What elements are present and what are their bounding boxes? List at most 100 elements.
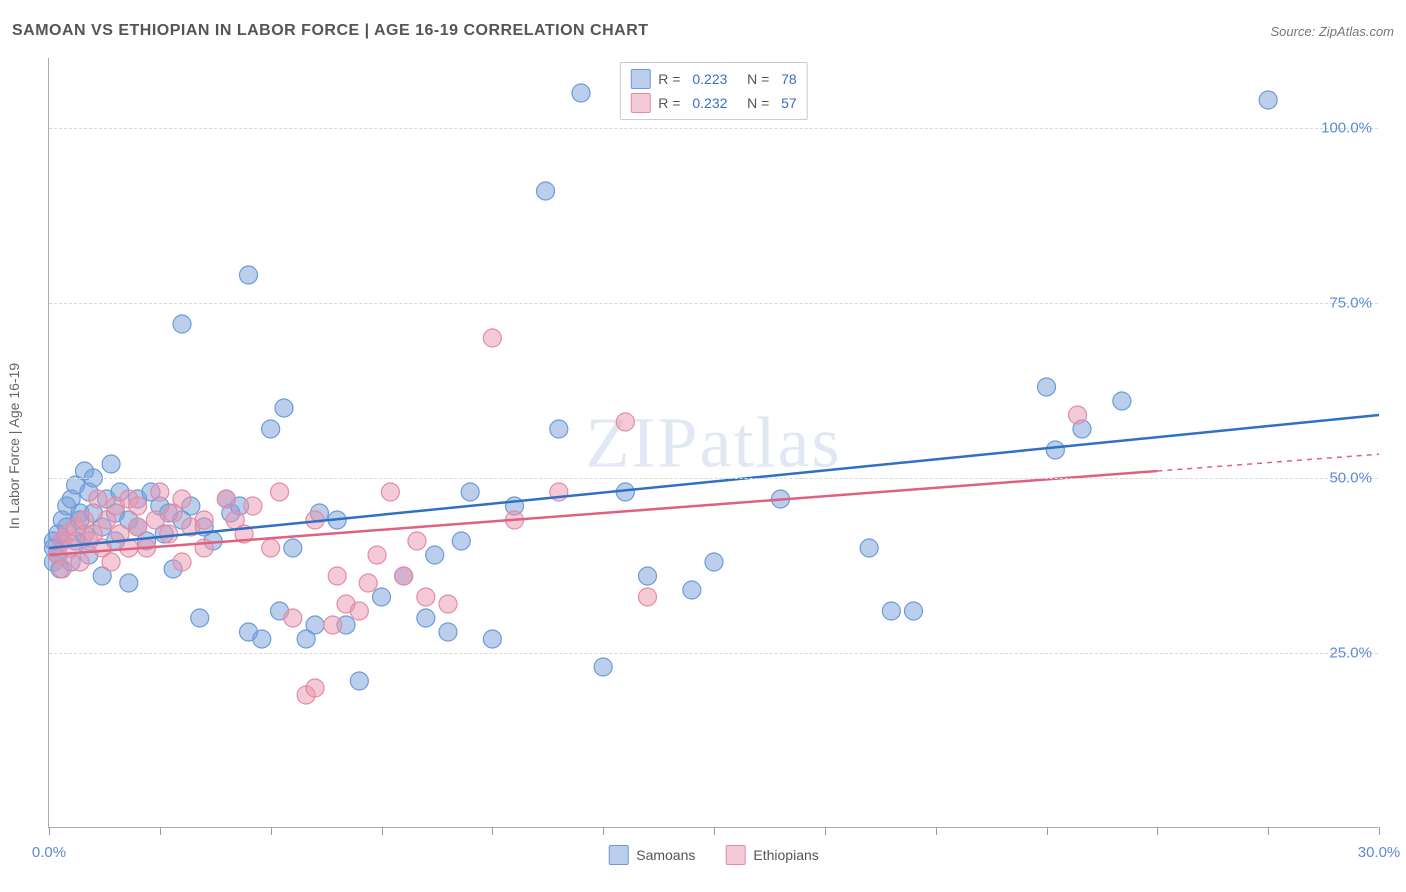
r-value: 0.232	[692, 95, 727, 111]
scatter-point	[328, 567, 346, 585]
legend-label: Samoans	[636, 847, 695, 863]
scatter-point	[368, 546, 386, 564]
chart-header: SAMOAN VS ETHIOPIAN IN LABOR FORCE | AGE…	[12, 22, 1394, 40]
legend-item: Ethiopians	[725, 845, 818, 865]
r-label: R =	[658, 71, 684, 87]
scatter-point	[1069, 406, 1087, 424]
trend-line	[49, 471, 1157, 555]
scatter-point	[537, 182, 555, 200]
chart-container: SAMOAN VS ETHIOPIAN IN LABOR FORCE | AGE…	[0, 0, 1406, 892]
scatter-point	[1046, 441, 1064, 459]
scatter-point	[550, 420, 568, 438]
scatter-point	[616, 413, 634, 431]
scatter-point	[639, 588, 657, 606]
legend-swatch	[630, 93, 650, 113]
x-tick	[1379, 827, 1380, 835]
scatter-point	[359, 574, 377, 592]
x-tick-label: 0.0%	[32, 844, 66, 861]
scatter-point	[1038, 378, 1056, 396]
scatter-point	[129, 497, 147, 515]
x-tick	[936, 827, 937, 835]
scatter-point	[53, 560, 71, 578]
scatter-point	[439, 595, 457, 613]
y-tick-label: 100.0%	[1321, 120, 1372, 137]
scatter-point	[253, 630, 271, 648]
scatter-point	[129, 518, 147, 536]
scatter-point	[262, 539, 280, 557]
scatter-point	[102, 455, 120, 473]
scatter-point	[395, 567, 413, 585]
scatter-point	[483, 329, 501, 347]
n-value: 78	[781, 71, 797, 87]
scatter-point	[705, 553, 723, 571]
scatter-point	[683, 581, 701, 599]
x-tick	[49, 827, 50, 835]
x-tick	[1047, 827, 1048, 835]
scatter-point	[102, 553, 120, 571]
scatter-point	[373, 588, 391, 606]
scatter-point	[350, 602, 368, 620]
n-label: N =	[735, 95, 773, 111]
legend-item: Samoans	[608, 845, 695, 865]
scatter-point	[120, 574, 138, 592]
source-label: Source: ZipAtlas.com	[1270, 24, 1394, 39]
scatter-point	[151, 483, 169, 501]
n-value: 57	[781, 95, 797, 111]
scatter-point	[173, 553, 191, 571]
series-legend: Samoans Ethiopians	[608, 845, 819, 865]
scatter-point	[217, 490, 235, 508]
chart-title: SAMOAN VS ETHIOPIAN IN LABOR FORCE | AGE…	[12, 22, 649, 40]
gridline	[49, 478, 1378, 479]
plot-area: ZIPatlas R = 0.223 N = 78R = 0.232 N = 5…	[48, 58, 1378, 828]
scatter-point	[262, 420, 280, 438]
x-tick	[603, 827, 604, 835]
x-tick	[382, 827, 383, 835]
legend-swatch	[630, 69, 650, 89]
scatter-point	[71, 553, 89, 571]
n-label: N =	[735, 71, 773, 87]
x-tick-label: 30.0%	[1358, 844, 1401, 861]
gridline	[49, 128, 1378, 129]
scatter-point	[417, 609, 435, 627]
trend-line	[49, 415, 1379, 548]
legend-swatch	[725, 845, 745, 865]
x-tick	[271, 827, 272, 835]
scatter-point	[195, 511, 213, 529]
y-tick-label: 25.0%	[1329, 645, 1372, 662]
scatter-point	[417, 588, 435, 606]
scatter-point	[306, 679, 324, 697]
scatter-point	[284, 539, 302, 557]
scatter-point	[160, 525, 178, 543]
scatter-point	[594, 658, 612, 676]
y-tick-label: 75.0%	[1329, 295, 1372, 312]
y-axis-label: In Labor Force | Age 16-19	[6, 363, 22, 529]
x-tick	[1157, 827, 1158, 835]
scatter-point	[306, 616, 324, 634]
scatter-point	[408, 532, 426, 550]
scatter-point	[1259, 91, 1277, 109]
scatter-point	[572, 84, 590, 102]
scatter-point	[284, 609, 302, 627]
stats-legend: R = 0.223 N = 78R = 0.232 N = 57	[619, 62, 807, 120]
y-tick-label: 50.0%	[1329, 470, 1372, 487]
x-tick	[825, 827, 826, 835]
scatter-point	[146, 511, 164, 529]
scatter-point	[461, 483, 479, 501]
trend-line-dashed	[1157, 454, 1379, 471]
x-tick	[492, 827, 493, 835]
legend-swatch	[608, 845, 628, 865]
scatter-point	[439, 623, 457, 641]
stats-legend-row: R = 0.223 N = 78	[630, 67, 796, 91]
scatter-point	[350, 672, 368, 690]
scatter-point	[882, 602, 900, 620]
scatter-point	[275, 399, 293, 417]
scatter-point	[483, 630, 501, 648]
scatter-point	[244, 497, 262, 515]
x-tick	[1268, 827, 1269, 835]
stats-legend-row: R = 0.232 N = 57	[630, 91, 796, 115]
scatter-point	[381, 483, 399, 501]
scatter-point	[324, 616, 342, 634]
scatter-point	[191, 609, 209, 627]
scatter-point	[639, 567, 657, 585]
scatter-point	[173, 315, 191, 333]
